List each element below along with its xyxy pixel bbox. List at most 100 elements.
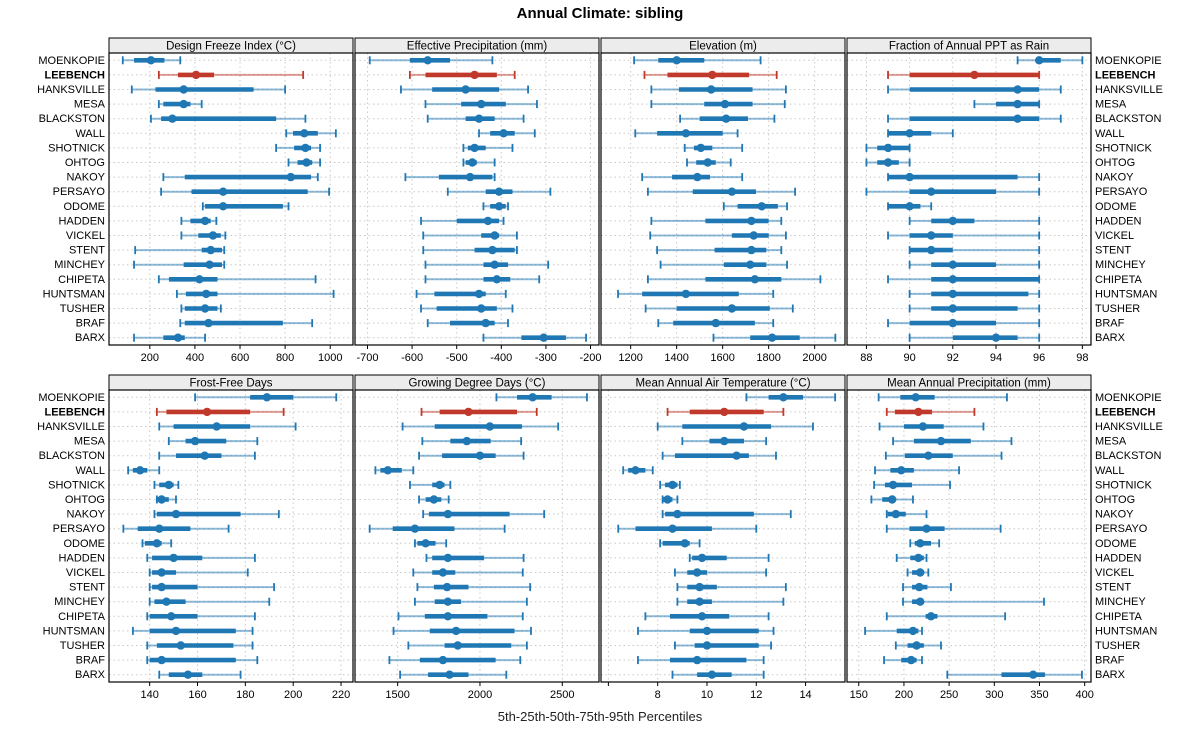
median-dot (906, 655, 916, 665)
station-label-right: BRAF (1095, 655, 1125, 667)
median-dot (201, 289, 211, 299)
median-dot (465, 172, 475, 182)
median-dot (183, 670, 193, 679)
median-dot (492, 275, 502, 284)
station-label-left: HUNTSMAN (43, 625, 105, 637)
median-dot (171, 626, 181, 636)
median-dot (1013, 85, 1022, 94)
panel-header-title: Mean Annual Air Temperature (°C) (635, 378, 810, 390)
x-tick-label: 140 (140, 689, 158, 701)
station-label-left: LEEBENCH (44, 406, 105, 418)
median-dot (693, 172, 702, 182)
median-dot (483, 216, 493, 226)
station-label-right: LEEBENCH (1095, 406, 1156, 418)
station-label-right: HANKSVILLE (1095, 421, 1163, 433)
station-label-right: MINCHEY (1095, 596, 1146, 608)
panel-header-title: Effective Precipitation (mm) (407, 41, 548, 53)
station-label-left: HADDEN (59, 552, 106, 564)
median-dot (157, 495, 166, 504)
median-dot (208, 231, 218, 240)
station-label-left: MOENKOPIE (38, 55, 105, 67)
median-dot (152, 539, 162, 548)
x-tick-label: 1000 (318, 352, 342, 364)
median-dot (779, 393, 788, 402)
station-label-left: MINCHEY (54, 259, 105, 271)
station-label-right: STENT (1095, 582, 1131, 594)
median-dot (703, 158, 712, 167)
station-label-left: STENT (69, 582, 105, 594)
x-tick-label: 98 (1076, 352, 1088, 364)
median-dot (470, 70, 479, 80)
median-dot (200, 451, 209, 460)
median-dot (911, 393, 920, 402)
station-label-left: SHOTNICK (48, 479, 106, 491)
median-dot (488, 245, 497, 255)
x-tick-label: 1200 (618, 352, 642, 364)
station-label-left: BRAF (76, 318, 106, 330)
median-dot (443, 509, 453, 519)
station-label-left: LEEBENCH (44, 69, 105, 81)
x-tick-label: 2000 (802, 352, 826, 364)
median-dot (916, 597, 925, 606)
station-label-right: BLACKSTON (1095, 113, 1161, 125)
station-label-right: LEEBENCH (1095, 69, 1156, 81)
x-tick-label: 200 (284, 689, 302, 701)
station-label-right: HADDEN (1095, 552, 1142, 564)
median-dot (155, 524, 164, 533)
median-dot (477, 304, 486, 313)
x-tick-label: 220 (332, 689, 350, 701)
station-label-left: PERSAYO (53, 523, 106, 535)
median-dot (191, 70, 201, 80)
station-label-right: WALL (1095, 465, 1125, 477)
median-dot (490, 260, 499, 269)
median-dot (438, 568, 448, 577)
median-dot (301, 143, 310, 153)
median-dot (720, 99, 730, 109)
median-dot (286, 172, 295, 182)
median-dot (697, 612, 707, 621)
station-label-left: ODOME (63, 201, 105, 213)
median-dot (948, 304, 958, 313)
median-dot (915, 582, 924, 592)
station-label-left: OHTOG (65, 494, 105, 506)
median-dot (490, 231, 499, 240)
panel-plot-area (355, 390, 599, 682)
median-dot (262, 393, 272, 402)
median-dot (891, 509, 900, 519)
median-dot (732, 451, 741, 460)
median-dot (443, 597, 453, 606)
median-dot (200, 216, 210, 226)
median-dot (905, 129, 914, 138)
median-dot (927, 187, 936, 196)
station-label-left: BLACKSTON (39, 450, 105, 462)
median-dot (179, 85, 188, 94)
panel-border (600, 52, 846, 346)
station-label-right: MOENKOPIE (1095, 55, 1162, 67)
median-dot (707, 670, 717, 679)
median-dot (485, 422, 495, 431)
x-tick-label: 400 (186, 352, 204, 364)
median-dot (991, 333, 1001, 342)
median-dot (410, 524, 420, 533)
median-dot (695, 597, 704, 606)
median-dot (905, 202, 914, 211)
x-tick-label: -300 (535, 352, 557, 364)
x-tick-label: 600 (231, 352, 249, 364)
median-dot (750, 275, 760, 284)
median-dot (462, 436, 471, 446)
median-dot (477, 99, 486, 109)
median-dot (539, 333, 548, 342)
station-label-right: ODOME (1095, 538, 1137, 550)
chart-title: Annual Climate: sibling (516, 5, 684, 22)
median-dot (888, 480, 898, 490)
station-label-right: MOENKOPIE (1095, 392, 1162, 404)
median-dot (453, 641, 462, 650)
station-label-right: VICKEL (1095, 230, 1134, 242)
station-label-left: TUSHER (60, 640, 105, 652)
x-tick-label: 300 (985, 689, 1003, 701)
station-label-left: ODOME (63, 538, 105, 550)
station-label-right: ODOME (1095, 201, 1137, 213)
x-tick-label: 250 (940, 689, 958, 701)
station-label-left: MESA (74, 99, 106, 111)
median-dot (468, 158, 477, 167)
